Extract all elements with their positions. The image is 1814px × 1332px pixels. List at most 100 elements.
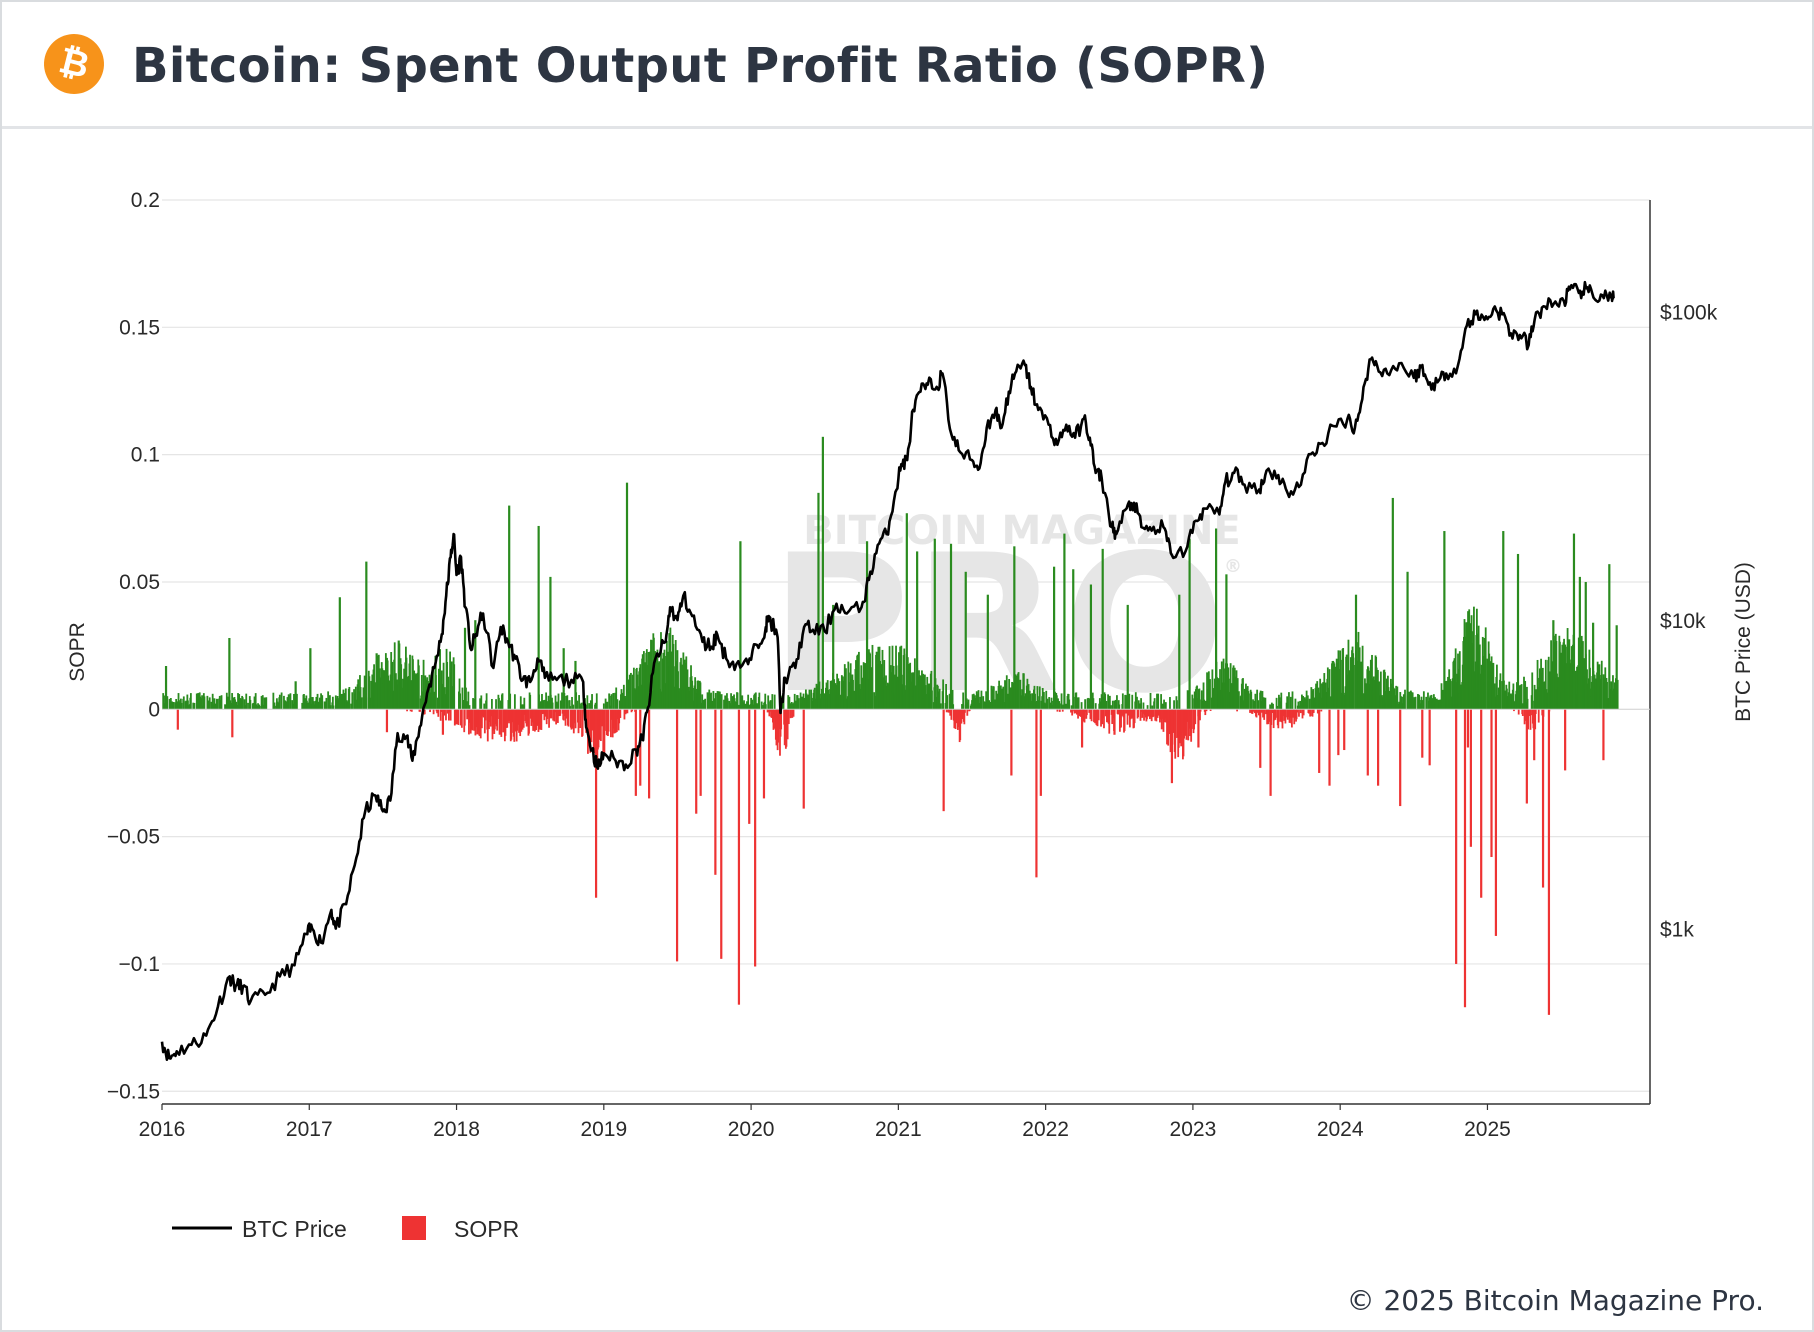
sopr-bar-499: [541, 709, 544, 715]
sopr-bar-1287: [1082, 709, 1085, 722]
sopr-bar-1120: [962, 692, 965, 710]
sopr-spike-1: [176, 709, 179, 730]
sopr-bar-93: [252, 702, 255, 710]
sopr-spike-73: [1377, 709, 1380, 786]
sopr-bar-107: [265, 697, 268, 710]
sopr-bar-230: [377, 654, 380, 710]
sopr-bar-1444: [1174, 709, 1177, 738]
sopr-bar-1576: [1257, 700, 1260, 710]
sopr-bar-22: [185, 700, 188, 710]
sopr-bar-1419: [1160, 694, 1163, 710]
sopr-bar-191: [348, 687, 351, 710]
sopr-bar-826: [760, 701, 763, 710]
sopr-bar-1117: [960, 709, 963, 724]
sopr-bar-400: [483, 703, 486, 710]
sopr-bar-1913: [1482, 655, 1485, 710]
sopr-bar-231: [379, 668, 381, 710]
sopr-bar-1716: [1342, 648, 1345, 710]
sopr-bar-665: [639, 664, 642, 710]
sopr-bar-1600: [1271, 709, 1274, 714]
sopr-bar-76: [235, 701, 238, 710]
sopr-spike-53: [1072, 569, 1075, 710]
sopr-bar-25: [187, 705, 190, 710]
sopr-bar-868: [787, 709, 790, 725]
sopr-bar-2003: [1541, 667, 1544, 710]
sopr-spike-76: [1406, 571, 1409, 710]
sopr-bar-565: [580, 702, 583, 710]
sopr-bar-404: [485, 693, 488, 710]
sopr-bar-1197: [1017, 672, 1020, 710]
sopr-bar-86: [243, 699, 246, 710]
sopr-bar-411: [489, 709, 492, 727]
sopr-bar-252: [393, 642, 396, 710]
sopr-bar-1845: [1439, 699, 1442, 710]
sopr-bar-512: [549, 709, 552, 719]
sopr-spike-7: [365, 561, 368, 710]
sopr-bar-1613: [1279, 709, 1282, 722]
sopr-bar-362: [460, 709, 463, 728]
sopr-bar-820: [754, 692, 757, 710]
sopr-bar-108: [272, 692, 275, 710]
sopr-bar-1048: [911, 672, 913, 710]
sopr-spike-94: [1564, 709, 1567, 771]
sopr-spike-59: [1170, 709, 1174, 784]
sopr-bar-1431: [1167, 709, 1170, 746]
sopr-bar-328: [440, 670, 443, 710]
sopr-bar-425: [498, 697, 500, 710]
sopr-bar-452: [513, 694, 516, 710]
sopr-bar-624: [615, 687, 618, 710]
sopr-bar-349: [453, 664, 456, 710]
sopr-bar-514: [550, 709, 553, 719]
sopr-bar-1403: [1150, 709, 1153, 722]
sopr-bar-757: [700, 702, 702, 710]
sopr-bar-760: [703, 699, 705, 710]
sopr-spike-25: [675, 709, 679, 962]
sopr-bar-1928: [1493, 683, 1496, 710]
sopr-bar-1601: [1272, 703, 1274, 710]
y-right-tick-label-0: $100k: [1660, 302, 1718, 325]
sopr-bar-478: [529, 694, 532, 710]
sopr-bar-433: [502, 709, 505, 729]
sopr-bar-370: [465, 701, 468, 710]
sopr-bar-806: [744, 703, 747, 710]
sopr-bar-652: [631, 674, 634, 710]
sopr-bar-1892: [1469, 623, 1472, 710]
sopr-bar-300: [423, 709, 426, 715]
sopr-bar-2001: [1540, 672, 1543, 710]
sopr-bar-1122: [963, 709, 966, 725]
sopr-bar-186: [344, 688, 347, 710]
sopr-bar-615: [610, 709, 612, 738]
sopr-spike-52: [1063, 533, 1066, 710]
sopr-bar-116: [278, 694, 281, 710]
sopr-bar-1804: [1402, 694, 1405, 710]
sopr-bar-1574: [1256, 689, 1259, 710]
sopr-bar-671: [642, 651, 645, 710]
sopr-bar-1607: [1275, 697, 1278, 710]
sopr-bar-830: [764, 693, 767, 710]
sopr-bar-1115: [959, 709, 962, 741]
sopr-spike-86: [1494, 709, 1498, 936]
sopr-spike-33: [754, 709, 757, 967]
sopr-bar-1184: [1008, 698, 1011, 710]
sopr-bar-717: [674, 640, 677, 710]
sopr-bar-75: [234, 699, 236, 710]
sopr-bar-1328: [1106, 709, 1109, 723]
sopr-bar-1860: [1450, 681, 1452, 710]
sopr-bar-605: [604, 709, 606, 731]
sopr-bar-555: [574, 709, 577, 729]
sopr-bar-1915: [1483, 637, 1486, 710]
sopr-bar-1265: [1068, 699, 1071, 710]
sopr-bar-1617: [1281, 709, 1284, 729]
sopr-spike-40: [905, 513, 908, 710]
sopr-bar-991: [876, 664, 879, 710]
sopr-bar-1352: [1120, 709, 1123, 716]
sopr-bar-2008: [1544, 659, 1547, 710]
sopr-bar-1506: [1212, 688, 1215, 710]
sopr-bar-1446: [1176, 700, 1178, 710]
sopr-bar-1575: [1256, 709, 1259, 713]
sopr-spike-91: [1541, 709, 1545, 888]
sopr-bar-237: [383, 670, 386, 710]
sopr-bar-2116: [1613, 682, 1616, 710]
sopr-bar-214: [368, 676, 371, 710]
